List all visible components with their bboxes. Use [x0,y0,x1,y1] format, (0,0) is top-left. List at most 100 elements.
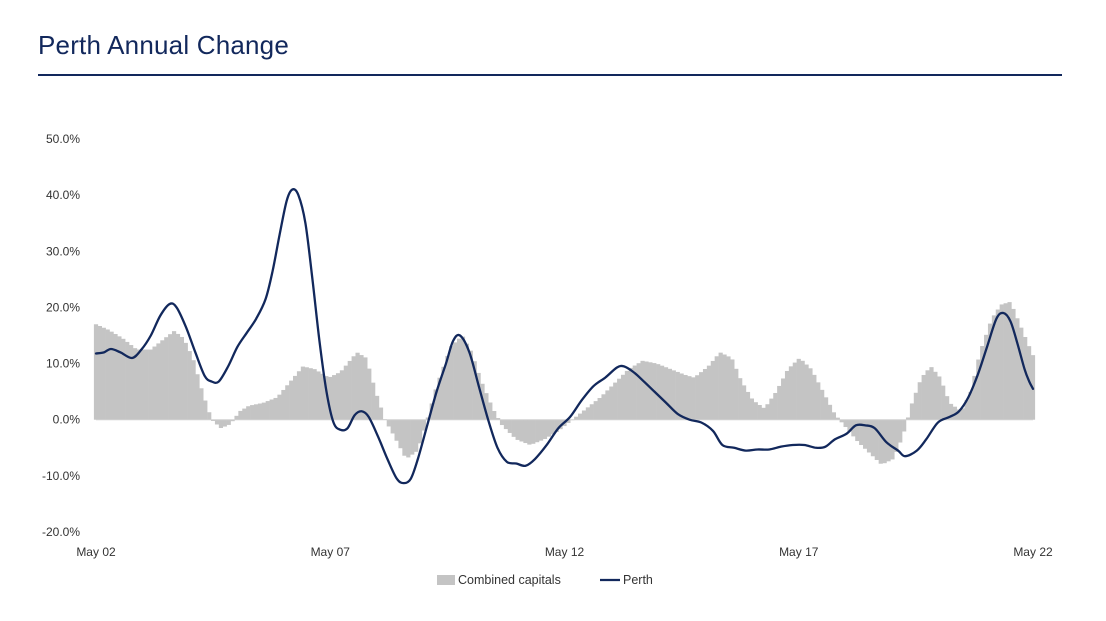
combined-capitals-bar [554,419,559,432]
combined-capitals-bar [913,392,918,420]
combined-capitals-bar [496,418,501,420]
combined-capitals-bar [991,315,997,420]
x-tick-label: May 17 [779,545,819,559]
combined-capitals-bar [675,371,680,420]
combined-capitals-bar [730,359,735,420]
combined-capitals-bar [503,419,509,430]
title-underline [38,74,1062,76]
combined-capitals-bar [695,375,700,420]
x-tick-label: May 12 [545,545,585,559]
combined-capitals-bar [253,404,259,420]
combined-capitals-bar [593,401,598,420]
combined-capitals-bar [699,372,704,420]
combined-capitals-bar [125,341,130,420]
combined-capitals-bar [289,380,294,420]
combined-capitals-bar [1015,318,1020,420]
combined-capitals-bar [511,419,516,437]
combined-capitals-bar [199,388,204,420]
chart-title: Perth Annual Change [38,30,289,60]
combined-capitals-bar [956,409,961,420]
combined-capitals-bar [378,407,384,420]
combined-capitals-bar [757,405,762,420]
combined-capitals-bar [808,368,813,420]
combined-capitals-bar [293,375,298,420]
combined-capitals-bar [722,354,727,420]
combined-capitals-bar [960,408,965,420]
combined-capitals-bar [613,382,618,420]
combined-capitals-bar [507,419,512,433]
combined-capitals-bar [468,350,473,420]
combined-capitals-bar [656,364,661,420]
combined-capitals-bar [632,365,637,420]
combined-capitals-bar [1019,327,1024,420]
combined-capitals-bar [855,419,860,442]
combined-capitals-bar [866,419,872,453]
combined-capitals-bar [261,402,266,420]
combined-capitals-bar [546,419,551,437]
combined-capitals-bar [667,368,673,420]
combined-capitals-bar [386,419,391,427]
combined-capitals-bar [136,349,142,420]
combined-capitals-bar [1023,337,1028,420]
combined-capitals-bar [894,419,899,452]
combined-capitals-bar [898,419,903,443]
combined-capitals-bar [937,376,942,420]
combined-capitals-bar [999,304,1004,420]
combined-capitals-bar [929,367,934,420]
combined-capitals-bar [273,397,278,420]
y-tick-label: 20.0% [46,300,80,314]
combined-capitals-bar [706,365,712,420]
combined-capitals-bar [406,419,411,458]
combined-capitals-bar [105,329,110,420]
combined-capitals-bar [773,392,778,420]
y-tick-label: 30.0% [46,244,80,258]
combined-capitals-bar [769,398,774,420]
combined-capitals-bar [171,331,177,420]
legend: Combined capitals Perth [437,573,653,587]
combined-capitals-bar [886,419,891,462]
combined-capitals-bar [183,342,188,420]
combined-capitals-bar [578,413,583,420]
combined-capitals-bar [97,326,102,420]
combined-capitals-bar [535,419,540,443]
combined-capitals-bar [160,340,165,420]
y-axis-ticks: 50.0% 40.0% 30.0% 20.0% 10.0% 0.0% -10.0% -20.0… [42,132,80,539]
combined-capitals-bar [542,419,548,439]
combined-capitals-bar [1003,303,1008,420]
combined-capitals-bar [402,419,407,456]
combined-capitals-bar [620,374,626,420]
x-tick-label: May 22 [1013,545,1053,559]
combined-capitals-bar [300,366,306,420]
combined-capitals-bar [523,419,528,444]
combined-capitals-bar [765,404,770,420]
combined-capitals-bar [316,371,321,420]
combined-capitals-bar [476,372,481,420]
combined-capitals-bar [859,419,864,446]
combined-capitals-bar [492,411,497,420]
combined-capitals-bar [175,333,181,420]
combined-capitals-bar [870,419,876,457]
combined-capitals-bar [421,419,427,431]
combined-capitals-bar [812,374,817,420]
combined-capitals-bar [784,370,790,420]
combined-capitals-bar [777,385,782,420]
combined-capitals-bar [441,366,446,420]
combined-capitals-bar [589,404,594,420]
combined-capitals-bar [234,415,239,420]
combined-capitals-bars [93,302,1036,464]
combined-capitals-bar [121,338,126,420]
combined-capitals-bar [1011,308,1016,420]
combined-capitals-bar [144,349,149,420]
combined-capitals-bar [242,408,247,420]
combined-capitals-bar [414,419,419,452]
combined-capitals-bar [187,351,192,420]
legend-perth-label: Perth [623,573,653,587]
combined-capitals-bar [222,419,227,427]
combined-capitals-bar [741,385,747,420]
combined-capitals-bar [925,370,930,420]
combined-capitals-bar [585,407,591,420]
combined-capitals-bar [499,419,505,426]
combined-capitals-bar [660,365,665,420]
combined-capitals-bar [909,403,915,420]
